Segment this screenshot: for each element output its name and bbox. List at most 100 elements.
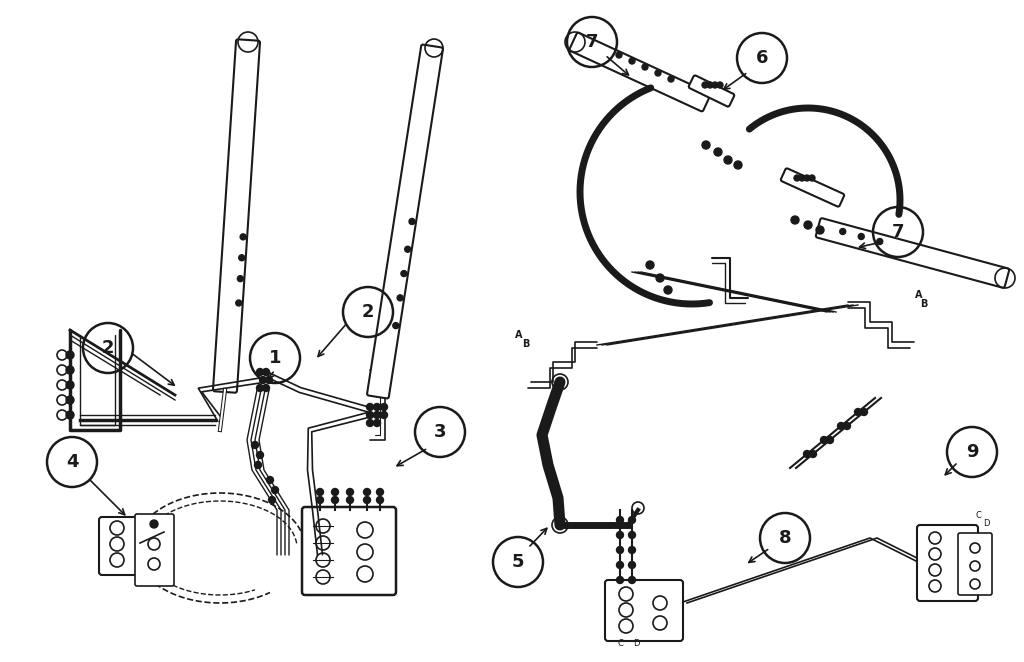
- Circle shape: [838, 422, 845, 430]
- Circle shape: [717, 82, 723, 88]
- Circle shape: [810, 451, 816, 457]
- Text: A: A: [515, 330, 522, 340]
- Circle shape: [66, 351, 74, 359]
- Circle shape: [259, 377, 266, 383]
- FancyBboxPatch shape: [569, 32, 711, 111]
- Circle shape: [268, 496, 275, 504]
- Circle shape: [616, 516, 624, 524]
- Text: C: C: [618, 639, 624, 648]
- Text: 3: 3: [434, 423, 446, 441]
- Circle shape: [150, 520, 158, 528]
- FancyBboxPatch shape: [689, 75, 734, 107]
- Circle shape: [364, 496, 371, 504]
- Circle shape: [236, 300, 242, 306]
- Circle shape: [794, 175, 800, 181]
- Circle shape: [374, 420, 381, 426]
- Circle shape: [239, 255, 245, 261]
- Circle shape: [629, 577, 636, 583]
- Circle shape: [854, 408, 861, 416]
- Text: 7: 7: [892, 223, 904, 241]
- Text: D: D: [983, 519, 989, 528]
- Circle shape: [66, 366, 74, 374]
- Circle shape: [240, 234, 246, 240]
- Circle shape: [66, 396, 74, 404]
- Circle shape: [664, 286, 672, 294]
- Circle shape: [616, 52, 622, 58]
- Circle shape: [702, 141, 710, 149]
- Text: 2: 2: [101, 339, 115, 357]
- Circle shape: [66, 411, 74, 419]
- Circle shape: [404, 246, 411, 252]
- Circle shape: [256, 369, 263, 375]
- Circle shape: [367, 420, 374, 426]
- Circle shape: [826, 436, 834, 444]
- Circle shape: [346, 489, 353, 495]
- Circle shape: [877, 238, 883, 244]
- FancyBboxPatch shape: [918, 525, 978, 601]
- Circle shape: [629, 58, 635, 64]
- Circle shape: [629, 532, 636, 538]
- Circle shape: [256, 385, 263, 391]
- Circle shape: [271, 487, 279, 493]
- Text: 4: 4: [66, 453, 78, 471]
- Circle shape: [629, 516, 636, 524]
- Circle shape: [712, 82, 718, 88]
- Circle shape: [646, 261, 654, 269]
- Circle shape: [255, 461, 261, 469]
- Circle shape: [707, 82, 713, 88]
- Circle shape: [799, 175, 805, 181]
- Circle shape: [381, 404, 387, 410]
- Circle shape: [332, 489, 339, 495]
- FancyBboxPatch shape: [213, 39, 260, 393]
- Circle shape: [332, 496, 339, 504]
- Circle shape: [381, 412, 387, 418]
- Circle shape: [262, 369, 269, 375]
- Circle shape: [714, 148, 722, 156]
- FancyBboxPatch shape: [605, 580, 683, 641]
- Circle shape: [377, 489, 384, 495]
- Text: 1: 1: [268, 349, 282, 367]
- FancyBboxPatch shape: [135, 514, 174, 586]
- Circle shape: [616, 547, 624, 553]
- Text: C: C: [975, 511, 981, 520]
- Circle shape: [734, 161, 742, 169]
- Circle shape: [655, 70, 662, 76]
- Text: A: A: [915, 290, 923, 300]
- Circle shape: [377, 496, 384, 504]
- Circle shape: [66, 381, 74, 389]
- Circle shape: [668, 76, 674, 82]
- Circle shape: [316, 496, 324, 504]
- Circle shape: [656, 274, 664, 282]
- Circle shape: [616, 532, 624, 538]
- Circle shape: [367, 412, 374, 418]
- Circle shape: [409, 218, 415, 224]
- Circle shape: [265, 377, 272, 383]
- Circle shape: [724, 156, 732, 164]
- Circle shape: [397, 295, 403, 301]
- Circle shape: [858, 234, 864, 240]
- Text: 5: 5: [512, 553, 524, 571]
- Circle shape: [804, 221, 812, 229]
- Circle shape: [262, 385, 269, 391]
- FancyBboxPatch shape: [781, 168, 844, 207]
- Circle shape: [642, 64, 648, 70]
- Circle shape: [256, 451, 263, 459]
- Circle shape: [844, 422, 851, 430]
- Circle shape: [809, 175, 815, 181]
- Text: B: B: [522, 339, 529, 349]
- Circle shape: [346, 496, 353, 504]
- Circle shape: [816, 226, 824, 234]
- FancyBboxPatch shape: [367, 44, 443, 399]
- Circle shape: [374, 412, 381, 418]
- Circle shape: [316, 489, 324, 495]
- FancyBboxPatch shape: [816, 218, 1009, 288]
- Circle shape: [804, 175, 810, 181]
- Circle shape: [820, 436, 827, 444]
- Circle shape: [393, 322, 398, 328]
- Text: D: D: [633, 639, 640, 648]
- Text: 2: 2: [361, 303, 374, 321]
- Circle shape: [238, 275, 244, 281]
- Circle shape: [629, 561, 636, 569]
- Circle shape: [616, 577, 624, 583]
- Circle shape: [401, 271, 407, 277]
